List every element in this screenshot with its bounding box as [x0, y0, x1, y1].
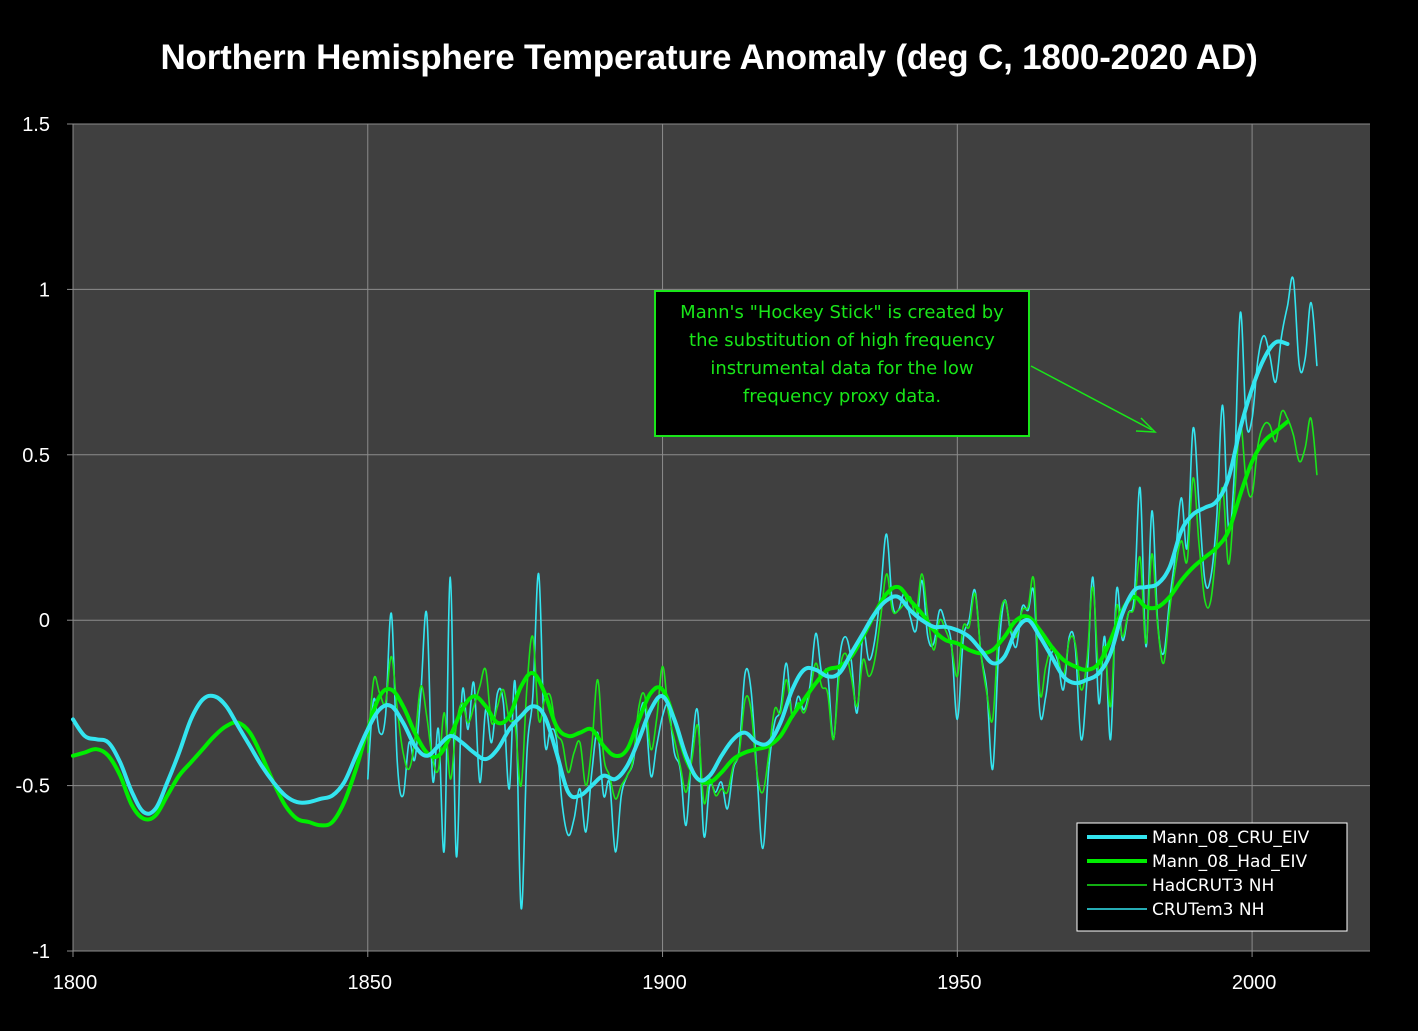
y-tick-label: 0 [39, 610, 50, 632]
y-tick-label: -1 [32, 941, 50, 963]
chart-title: Northern Hemisphere Temperature Anomaly … [160, 38, 1258, 77]
legend-label: CRUTem3 NH [1152, 900, 1264, 920]
series-line-mann-08-cru-eiv [71, 339, 1290, 816]
legend: Mann_08_CRU_EIV Mann_08_Had_EIV HadCRUT3 N… [1076, 822, 1348, 932]
x-tick-label: 1950 [937, 972, 982, 994]
annotation-line-1: Mann's "Hockey Stick" is created by [680, 302, 1004, 323]
annotation: Mann's "Hockey Stick" is created by the … [654, 290, 1157, 437]
y-tick-label: 1 [39, 279, 50, 301]
y-tick-label: -0.5 [16, 776, 50, 798]
series-lines [71, 276, 1318, 910]
series-line-hadcrut3-nh [367, 409, 1318, 805]
y-tick-label: 0.5 [22, 445, 50, 467]
x-tick-label: 2000 [1232, 972, 1277, 994]
legend-label: HadCRUT3 NH [1152, 876, 1274, 896]
grid-lines [73, 123, 1370, 951]
legend-label: Mann_08_Had_EIV [1152, 852, 1308, 872]
x-tick-label: 1800 [53, 972, 98, 994]
x-tick-label: 1850 [348, 972, 393, 994]
y-tick-label: 1.5 [22, 114, 50, 136]
legend-box [1076, 822, 1348, 932]
annotation-line-3: instrumental data for the low [710, 358, 973, 379]
annotation-arrowhead [1135, 417, 1157, 433]
annotation-line-2: the substitution of high frequency [689, 330, 995, 351]
legend-label: Mann_08_CRU_EIV [1152, 828, 1310, 848]
x-axis-ticks: 1800 1850 1900 1950 2000 [53, 951, 1277, 994]
axis-lines [72, 124, 1370, 952]
annotation-line-4: frequency proxy data. [743, 386, 941, 407]
annotation-box [654, 290, 1030, 437]
y-axis-ticks: -1 -0.5 0 0.5 1 1.5 [16, 114, 73, 963]
x-tick-label: 1900 [642, 972, 687, 994]
annotation-arrow [1030, 365, 1153, 431]
